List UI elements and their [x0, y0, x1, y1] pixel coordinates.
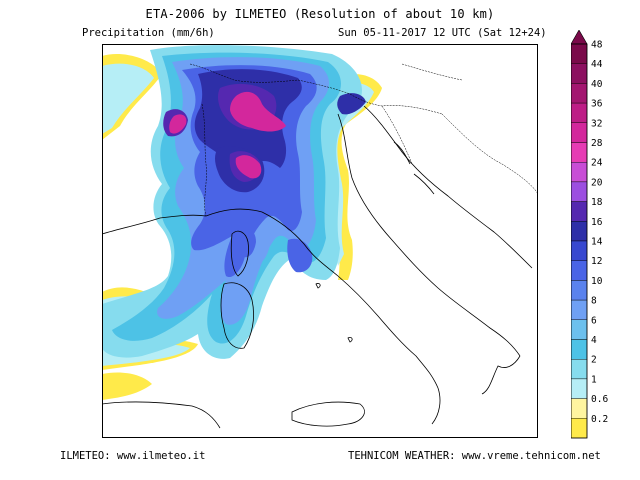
colorbar-swatch — [570, 398, 588, 419]
colorbar-swatch — [570, 102, 588, 123]
colorbar-swatch — [570, 43, 588, 64]
colorbar-tick-label: 40 — [591, 79, 603, 90]
colorbar-swatch — [570, 280, 588, 301]
colorbar-tick-label: 2 — [591, 355, 597, 366]
colorbar-swatch — [570, 339, 588, 360]
colorbar-tick-label: 1 — [591, 374, 597, 385]
colorbar-swatch — [570, 359, 588, 380]
colorbar-canvas: 48 44 40 36 32 28 24 20 18 16 14 12 10 8 6 4 2 1 0.6 0.2 — [570, 29, 608, 439]
colorbar-tick-label: 28 — [591, 138, 603, 149]
colorbar-tick-label: 14 — [591, 237, 603, 248]
map-canvas — [102, 44, 538, 438]
colorbar-tick-label: 12 — [591, 256, 602, 267]
colorbar-tick-label: 20 — [591, 177, 603, 188]
colorbar-tick-label: 10 — [591, 276, 603, 287]
colorbar-swatch — [570, 260, 588, 281]
colorbar-swatch — [570, 240, 588, 261]
colorbar-tick-label: 48 — [591, 40, 603, 51]
colorbar-tick-label: 16 — [591, 217, 603, 228]
map-frame — [102, 44, 538, 438]
colorbar-swatch — [570, 378, 588, 399]
colorbar-swatch — [570, 83, 588, 104]
precip-magenta-cores — [169, 91, 286, 179]
colorbar-swatch — [570, 299, 588, 321]
provider-credit: TEHNICOM WEATHER: www.vreme.tehnicom.net — [348, 450, 601, 462]
colorbar-swatch — [570, 142, 588, 163]
colorbar-tick-label: 4 — [591, 335, 597, 346]
colorbar-swatch — [570, 161, 588, 183]
colorbar-swatch — [570, 63, 588, 84]
colorbar-frame — [570, 43, 588, 439]
colorbar-tick-label: 0.6 — [591, 394, 608, 405]
map-title: ETA-2006 by ILMETEO (Resolution of about… — [145, 7, 495, 21]
colorbar-swatch — [570, 418, 588, 439]
colorbar-tick-label: 0.2 — [591, 414, 608, 425]
colorbar-swatch — [570, 319, 588, 340]
colorbar-tick-label: 44 — [591, 59, 603, 70]
source-credit: ILMETEO: www.ilmeteo.it — [60, 450, 206, 462]
precipitation-map — [102, 44, 538, 438]
forecast-time-label: Sun 05-11-2017 12 UTC (Sat 12+24) — [338, 27, 547, 39]
colorbar-tick-label: 24 — [591, 158, 603, 169]
colorbar-swatch — [570, 221, 588, 242]
precipitation-colorbar: 48 44 40 36 32 28 24 20 18 16 14 12 10 8 6 4 2 1 0.6 0.2 — [570, 29, 608, 440]
colorbar-tick-label: 8 — [591, 296, 597, 307]
colorbar-tick-label: 18 — [591, 197, 603, 208]
coastlines — [102, 105, 533, 429]
precipitation-label: Precipitation (mm/6h) — [82, 27, 215, 39]
country-borders — [189, 63, 538, 217]
colorbar-tick-label: 32 — [591, 118, 602, 129]
colorbar-swatch — [570, 181, 588, 202]
colorbar-swatch — [570, 122, 588, 143]
colorbar-tick-label: 6 — [591, 315, 597, 326]
colorbar-swatch — [570, 201, 588, 222]
colorbar-tick-label: 36 — [591, 99, 603, 110]
colorbar-arrow — [570, 29, 588, 45]
